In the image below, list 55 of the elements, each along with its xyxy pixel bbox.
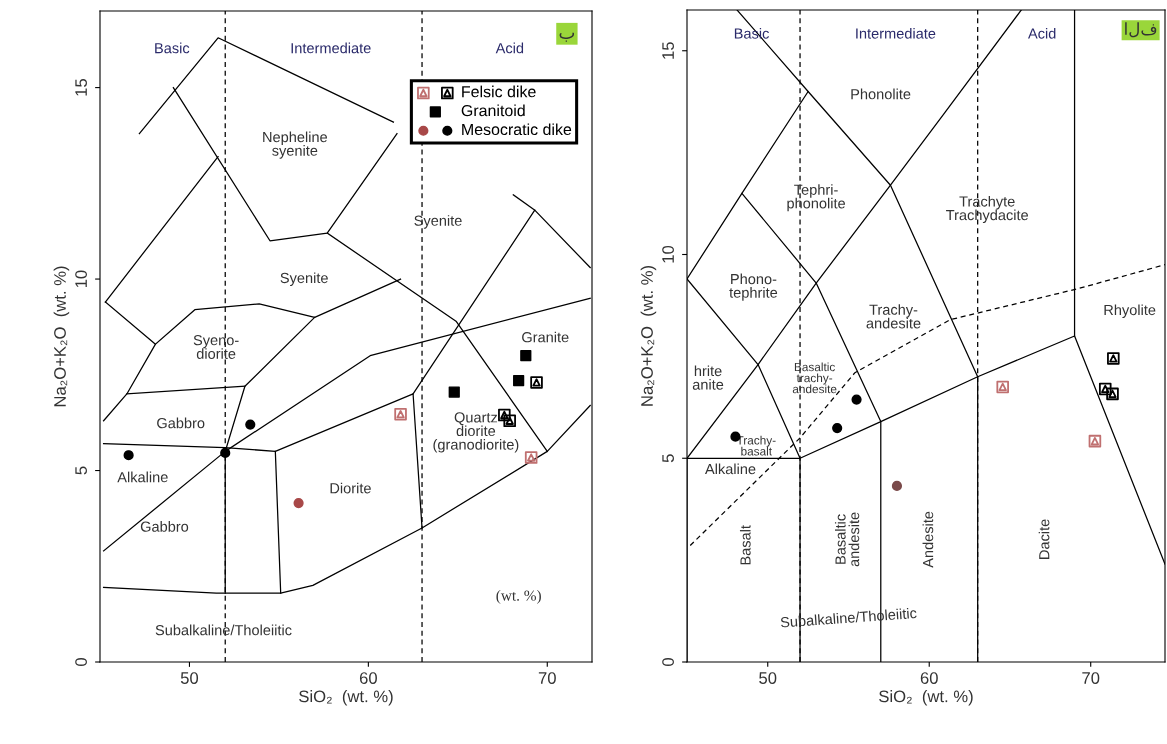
annotation: Trachyte Trachydacite xyxy=(946,195,1029,224)
annotation: Dacite xyxy=(1038,519,1050,559)
annotation: (wt. %) xyxy=(496,589,541,604)
y-tick-label: 10 xyxy=(75,270,87,288)
annotation: Subalkaline/Tholeiitic xyxy=(155,624,292,636)
y-tick-label: 5 xyxy=(75,466,87,475)
x-tick-label: 70 xyxy=(538,672,556,684)
annotation: hrite anite xyxy=(692,365,724,390)
annotation: Alkaline xyxy=(117,471,168,483)
y-tick-label: 15 xyxy=(75,79,87,96)
annotation: Granite xyxy=(522,331,569,343)
annotation: Phonolite xyxy=(851,88,911,100)
x-tick-label: 60 xyxy=(920,672,938,684)
annotation: الف xyxy=(1125,22,1157,38)
annotation: Syeno- diorite xyxy=(193,335,239,359)
x-tick-label: 60 xyxy=(359,672,377,684)
annotation: Diorite xyxy=(330,482,371,494)
x-tick-label: 50 xyxy=(180,672,199,684)
annotation: Basaltic trachy- andesite xyxy=(792,362,837,394)
annotation: Acid xyxy=(495,42,524,54)
annotation: ب xyxy=(559,32,575,42)
y-tick-label: 0 xyxy=(75,658,87,666)
annotation: Quartz diorite (granodiorite) xyxy=(433,412,519,453)
annotation: Andesite xyxy=(922,511,934,568)
y-tick-label: 0 xyxy=(662,658,674,666)
annotation: Trachy- basalt xyxy=(736,435,776,456)
x-axis-title: SiO₂ (wt. %) xyxy=(299,690,393,706)
annotation: Gabbro xyxy=(140,521,189,532)
annotation: Syenite xyxy=(280,272,328,287)
annotation: Basaltic andesite xyxy=(834,512,860,567)
y-axis-title: Na₂O+K₂O (wt. %) xyxy=(640,265,657,406)
annotation: Trachy- andesite xyxy=(866,304,921,329)
x-tick-label: 70 xyxy=(1082,672,1100,684)
annotation: Alkaline xyxy=(704,463,756,475)
x-tick-label: 50 xyxy=(759,672,777,684)
annotation: Syenite xyxy=(414,215,462,229)
annotation: Phono- tephrite xyxy=(729,273,778,301)
y-axis-title: Na₂O+K₂O (wt. %) xyxy=(53,266,70,407)
annotation: Acid xyxy=(1028,27,1056,39)
annotation: Tephri- phonolite xyxy=(787,184,846,212)
y-tick-label: 5 xyxy=(662,454,674,463)
annotation: Intermediate xyxy=(856,27,936,39)
legend-label: Granitoid xyxy=(461,104,525,117)
annotation: Basalt xyxy=(739,525,751,565)
x-axis-title: SiO₂ (wt. %) xyxy=(879,690,973,706)
legend-label: Felsic dike xyxy=(462,85,536,98)
annotation: Rhyolite xyxy=(1104,304,1156,319)
y-tick-label: 10 xyxy=(662,245,674,263)
annotation: Basic xyxy=(155,42,190,54)
annotation: Subalkaline/Tholeiitic xyxy=(780,607,917,628)
annotation: Intermediate xyxy=(291,42,371,54)
annotation: Nepheline syenite xyxy=(263,131,328,159)
legend-label: Mesocratic dike xyxy=(462,123,572,136)
annotation: Gabbro xyxy=(157,417,205,429)
y-tick-label: 15 xyxy=(662,42,674,59)
